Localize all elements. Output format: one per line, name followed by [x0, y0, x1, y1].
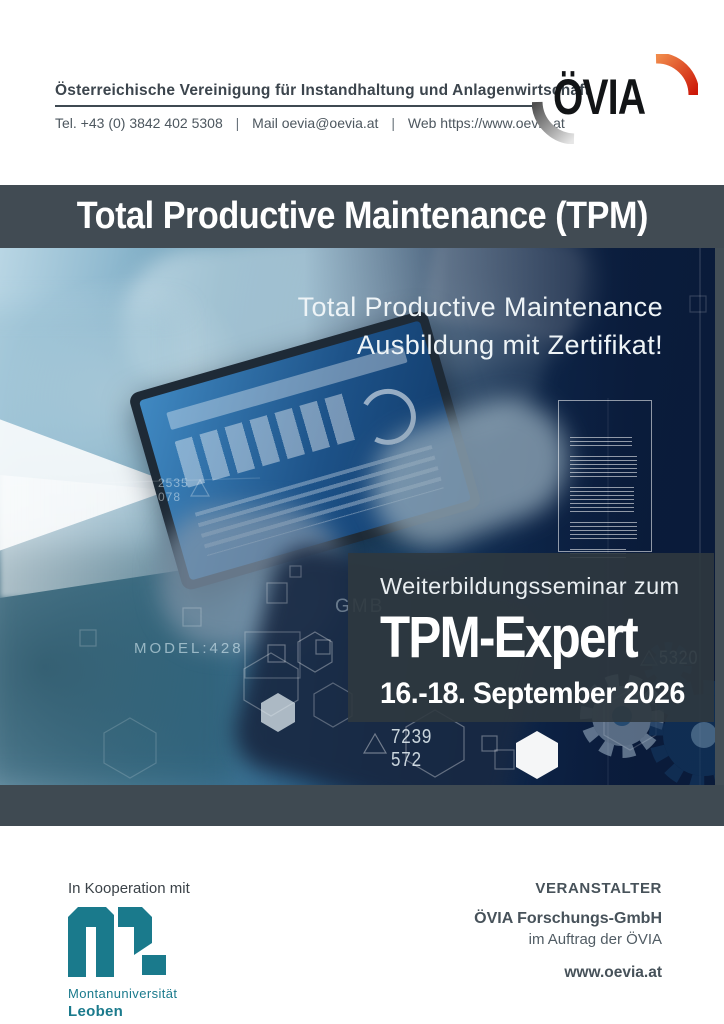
seminar-title: TPM-Expert	[380, 605, 639, 670]
cooperation-label: In Kooperation mit	[68, 880, 190, 897]
organizer-block: VERANSTALTER ÖVIA Forschungs-GmbH im Auf…	[474, 880, 662, 982]
email-link[interactable]: Mail oevia@oevia.at	[252, 115, 379, 131]
model-number-label: MODEL:428	[134, 640, 244, 657]
bottom-accent-bar	[0, 785, 724, 826]
letterhead: Österreichische Vereinigung für Instandh…	[55, 82, 590, 131]
university-city: Leoben	[68, 1003, 124, 1020]
organization-name: Österreichische Vereinigung für Instandh…	[55, 82, 590, 99]
title-banner: Total Productive Maintenance (TPM)	[0, 185, 724, 248]
fine-print-panel	[558, 400, 652, 559]
hero-edge-strip	[715, 248, 724, 785]
header-divider	[55, 105, 541, 107]
page-title: Total Productive Maintenance (TPM)	[76, 195, 648, 237]
seminar-kicker: Weiterbildungsseminar zum	[380, 573, 680, 599]
seminar-date: 16.-18. September 2026	[380, 677, 685, 710]
figure-bottom: 572	[391, 749, 422, 771]
ovia-logo: ÖVIA	[528, 52, 700, 148]
organizer-label: VERANSTALTER	[535, 880, 662, 897]
hero-headline-line1: Total Productive Maintenance	[297, 292, 663, 322]
ovia-logo-text: ÖVIA	[553, 69, 646, 125]
organizer-website-link[interactable]: www.oevia.at	[564, 964, 662, 981]
hero-image: Total Productive Maintenance Ausbildung …	[0, 248, 724, 785]
small-figure-bottom: 078	[158, 490, 182, 504]
figures-label: 7239 572	[391, 726, 432, 772]
university-name: Montanuniversität	[68, 986, 178, 1001]
phone-number: Tel. +43 (0) 3842 402 5308	[55, 115, 223, 131]
contact-line: Tel. +43 (0) 3842 402 5308 | Mail oevia@…	[55, 115, 565, 131]
small-figure-top: 2535	[158, 476, 189, 490]
hero-headline: Total Productive Maintenance Ausbildung …	[298, 288, 663, 364]
cooperation-block: In Kooperation mit Montanuniversität Leo…	[68, 880, 190, 1020]
montanuniversitaet-logo-icon	[68, 907, 166, 977]
fine-print-lines	[570, 522, 638, 542]
small-figures-label: 2535 078	[158, 476, 189, 504]
ovia-logo-red-arc-icon	[655, 54, 698, 96]
website-link[interactable]: Web https://www.oevia.at	[407, 115, 565, 131]
organizer-name: ÖVIA Forschungs-GmbH	[474, 910, 662, 927]
organizer-subtitle: im Auftrag der ÖVIA	[528, 931, 662, 948]
figure-top: 7239	[391, 726, 433, 748]
separator: |	[391, 115, 395, 131]
ovia-logo-gray-arc-icon	[532, 101, 575, 144]
fine-print-lines	[570, 456, 638, 480]
fine-print-lines	[570, 437, 632, 449]
separator: |	[235, 115, 240, 131]
seminar-info-box: Weiterbildungsseminar zum TPM-Expert 16.…	[348, 553, 714, 722]
hero-headline-line2: Ausbildung mit Zertifikat!	[356, 330, 663, 360]
fine-print-lines	[570, 487, 635, 515]
